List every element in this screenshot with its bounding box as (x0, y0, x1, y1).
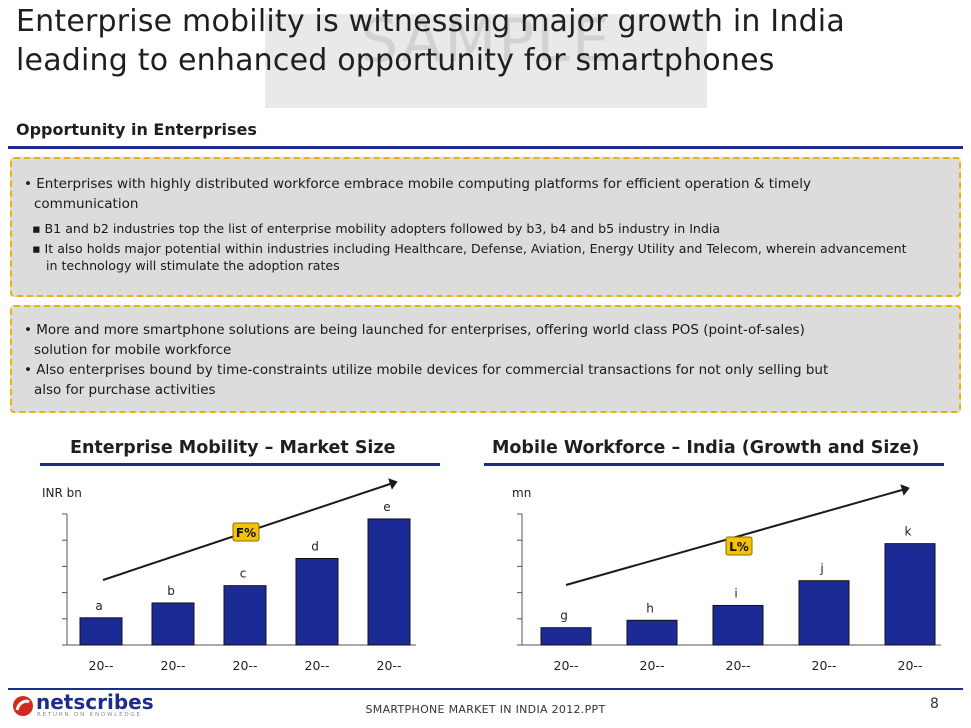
chart-2-bar (712, 604, 764, 646)
chart-2-data-label: h (646, 601, 654, 615)
chart-1-category-label: 20-- (161, 658, 186, 673)
slide-title-line-1: Enterprise mobility is witnessing major … (16, 4, 845, 39)
bullet-icon: • (24, 322, 37, 338)
chart-2-data-label: g (560, 609, 568, 623)
chart-2-bar (884, 543, 936, 646)
chart-1-data-label: a (95, 599, 102, 613)
box1-sub-bullet-1: B1 and b2 industries top the list of ent… (44, 221, 721, 236)
chart-2-data-label: i (734, 586, 737, 600)
chart-2-category-label: 20-- (812, 658, 837, 673)
chart-2-title-rule (484, 463, 944, 466)
chart-2-data-label: j (819, 562, 823, 576)
chart-2-bar (540, 627, 592, 646)
chart-2-growth-badge (725, 536, 753, 556)
highlight-box-1 (10, 157, 961, 297)
chart-2-category-label: 20-- (554, 658, 579, 673)
box1-sub-bullet-2-line-1: It also holds major potential within ind… (44, 241, 907, 256)
chart-2-category-label: 20-- (726, 658, 751, 673)
chart-2-category-label: 20-- (898, 658, 923, 673)
netscribes-logo-icon (13, 696, 33, 716)
watermark-band (265, 14, 707, 108)
charts-area: INR bn a 20-- b 20-- c 20-- d 20-- e 20-- F% mn g 20--… (0, 470, 971, 685)
brand-logo-text: netscribes (36, 690, 154, 714)
footer-file-name: SMARTPHONE MARKET IN INDIA 2012.PPT (365, 703, 606, 716)
chart-1-title-rule (40, 463, 440, 466)
box1-bullet: • Enterprises with highly distributed wo… (24, 175, 954, 214)
box1-sub-bullets: ▪ B1 and b2 industries top the list of e… (32, 220, 957, 274)
chart-1-data-label: b (167, 584, 175, 598)
box2-bullets: • More and more smartphone solutions are… (24, 321, 954, 400)
box2-bullet-1-line-2: solution for mobile workforce (34, 341, 232, 358)
chart-1-title: Enterprise Mobility – Market Size (70, 438, 396, 458)
chart-1-category-label: 20-- (305, 658, 330, 673)
chart-1-bar (367, 518, 411, 646)
chart-1-bar (223, 585, 267, 646)
chart-2-growth-badge-label: L% (729, 540, 749, 554)
chart-1-growth-badge-label: F% (236, 526, 256, 540)
chart-1-growth-badge (232, 522, 260, 542)
chart-1-category-label: 20-- (233, 658, 258, 673)
chart-1-arrowhead (388, 478, 398, 490)
chart-1-bar (79, 617, 123, 646)
chart-1-category-label: 20-- (89, 658, 114, 673)
chart-2-data-label: k (905, 525, 912, 539)
box2-bullet-2-line-1: Also enterprises bound by time-constrain… (36, 362, 829, 378)
chart-2-title: Mobile Workforce – India (Growth and Siz… (492, 438, 920, 458)
square-bullet-icon: ▪ (32, 221, 45, 236)
chart-1-data-label: c (240, 567, 247, 581)
chart-1-data-label: d (311, 539, 319, 553)
box2-bullet-1-line-1: More and more smartphone solutions are b… (36, 322, 805, 338)
bullet-icon: • (24, 176, 37, 192)
page-number: 8 (930, 696, 939, 712)
bullet-icon: • (24, 362, 37, 378)
brand-tagline: RETURN ON KNOWLEDGE (37, 712, 142, 718)
slide-title-line-2: leading to enhanced opportunity for smar… (16, 43, 775, 78)
chart-2-category-label: 20-- (640, 658, 665, 673)
box1-sub-bullet-2-line-2: in technology will stimulate the adoptio… (46, 258, 340, 273)
chart-2-bar (626, 619, 678, 646)
chart-1-bar (151, 602, 195, 646)
highlight-box-2 (10, 305, 961, 413)
box1-bullet-line-1: Enterprises with highly distributed work… (36, 176, 811, 192)
title-divider (8, 146, 963, 149)
charts-svg: INR bn a 20-- b 20-- c 20-- d 20-- e 20-- F% mn g 20--… (42, 478, 941, 673)
chart-1-data-label: e (383, 500, 390, 514)
box2-bullet-2-line-2: also for purchase activities (34, 381, 216, 398)
box1-bullet-line-2: communication (34, 195, 139, 212)
chart-1-y-label: INR bn (42, 486, 82, 500)
chart-2-y-label: mn (512, 486, 531, 500)
watermark-text: SAMPLE (360, 6, 612, 76)
chart-2-bar (798, 580, 850, 646)
square-bullet-icon: ▪ (32, 241, 45, 256)
chart-2-arrowhead (900, 484, 910, 496)
section-heading: Opportunity in Enterprises (16, 120, 257, 139)
chart-1-category-label: 20-- (377, 658, 402, 673)
chart-1-bar (295, 557, 339, 646)
footer-divider (8, 688, 963, 690)
